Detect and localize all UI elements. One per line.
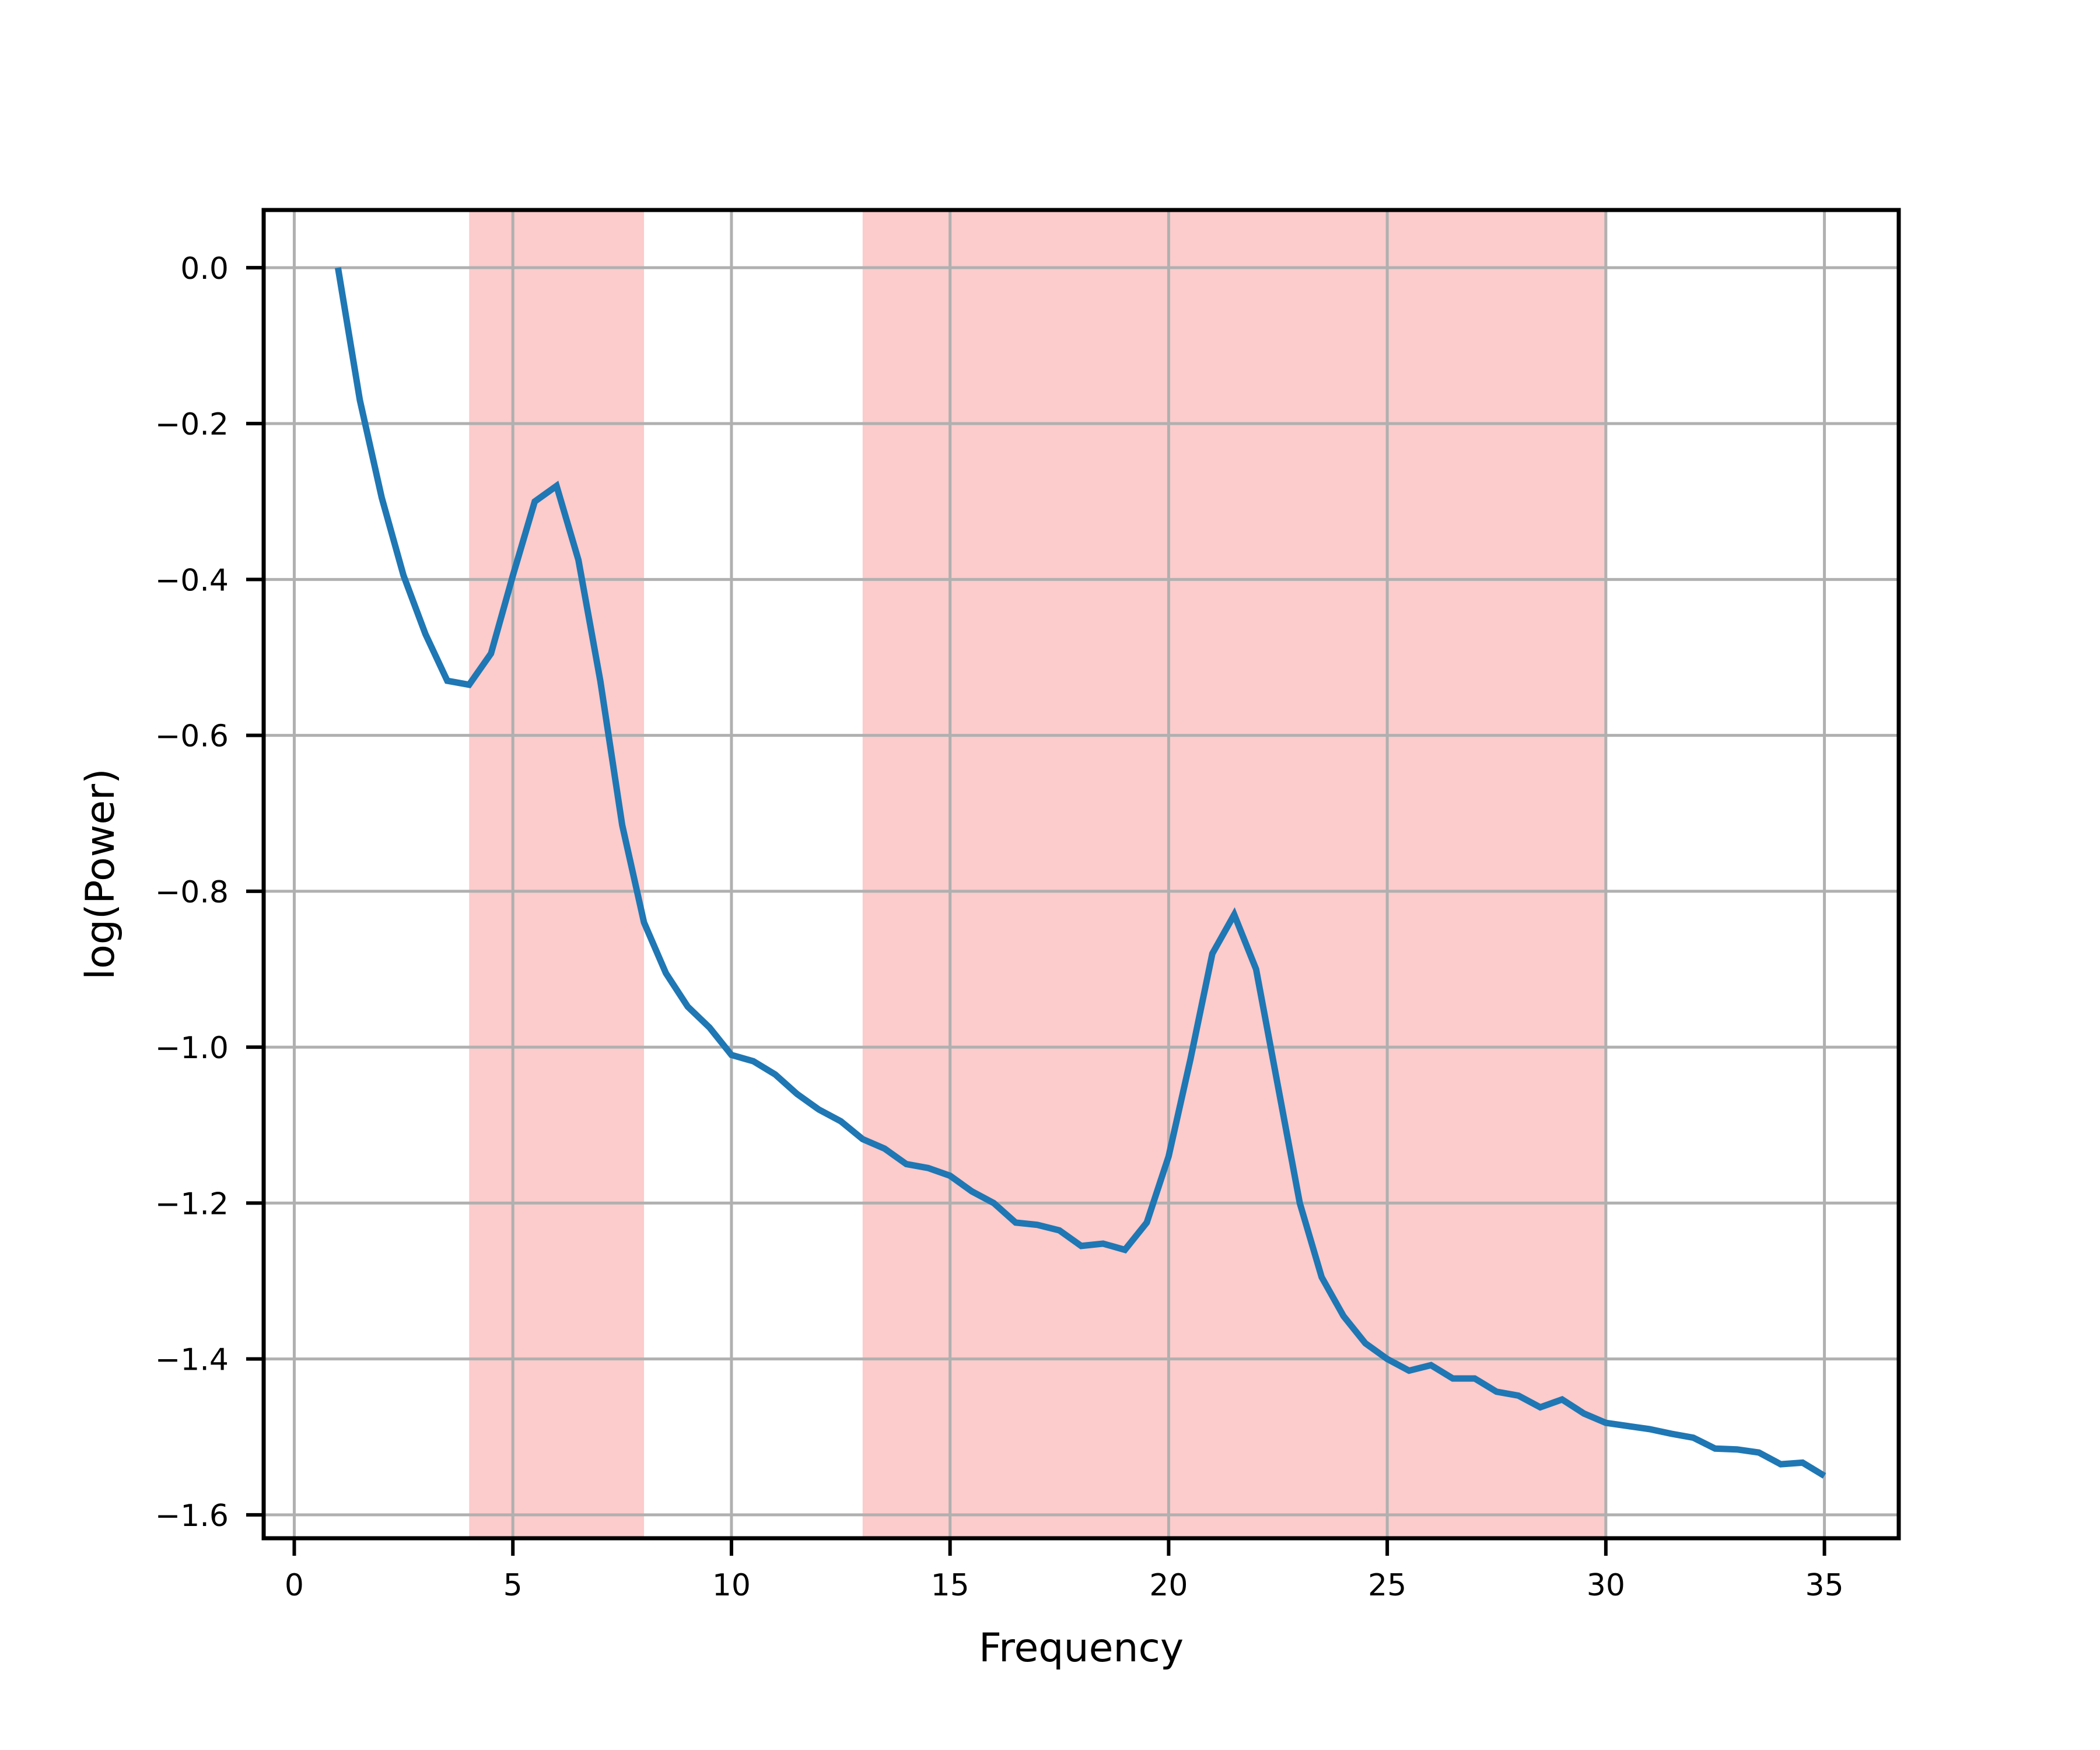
shaded-bands [469, 210, 1606, 1538]
y-tick-label-6: −1.2 [155, 1186, 229, 1222]
y-tick-label-2: −0.4 [155, 563, 229, 598]
y-tick-label-4: −0.8 [155, 875, 229, 910]
series-line-0 [334, 267, 1826, 1479]
y-tick-label-8: −1.6 [155, 1499, 229, 1534]
y-tick-label-5: −1.0 [155, 1031, 229, 1066]
grid [264, 210, 1899, 1538]
y-tick-label-1: −0.2 [155, 407, 229, 442]
axis-ticks: 0 5 10 15 20 25 30 35 0.0 −0.2 −0.4 −0.6 −0.8 −1.0 −1.… [155, 251, 1844, 1603]
x-tick-label-4: 20 [1149, 1568, 1188, 1603]
x-tick-label-5: 25 [1368, 1568, 1406, 1603]
x-tick-label-0: 0 [285, 1568, 304, 1603]
series-layer [334, 267, 1826, 1479]
x-tick-label-1: 5 [503, 1568, 523, 1603]
y-tick-label-7: −1.4 [155, 1343, 229, 1378]
x-tick-label-3: 15 [931, 1568, 970, 1603]
x-tick-label-7: 35 [1805, 1568, 1844, 1603]
x-tick-label-2: 10 [712, 1568, 751, 1603]
y-tick-label-0: 0.0 [180, 251, 229, 286]
x-axis-title: Frequency [979, 1625, 1184, 1671]
plot-frame [261, 208, 1901, 1541]
shaded-band-1 [862, 210, 1606, 1538]
x-tick-label-6: 30 [1587, 1568, 1625, 1603]
y-tick-label-3: −0.6 [155, 719, 229, 754]
y-axis-title: log(Power) [78, 768, 124, 979]
shaded-band-0 [469, 210, 645, 1538]
